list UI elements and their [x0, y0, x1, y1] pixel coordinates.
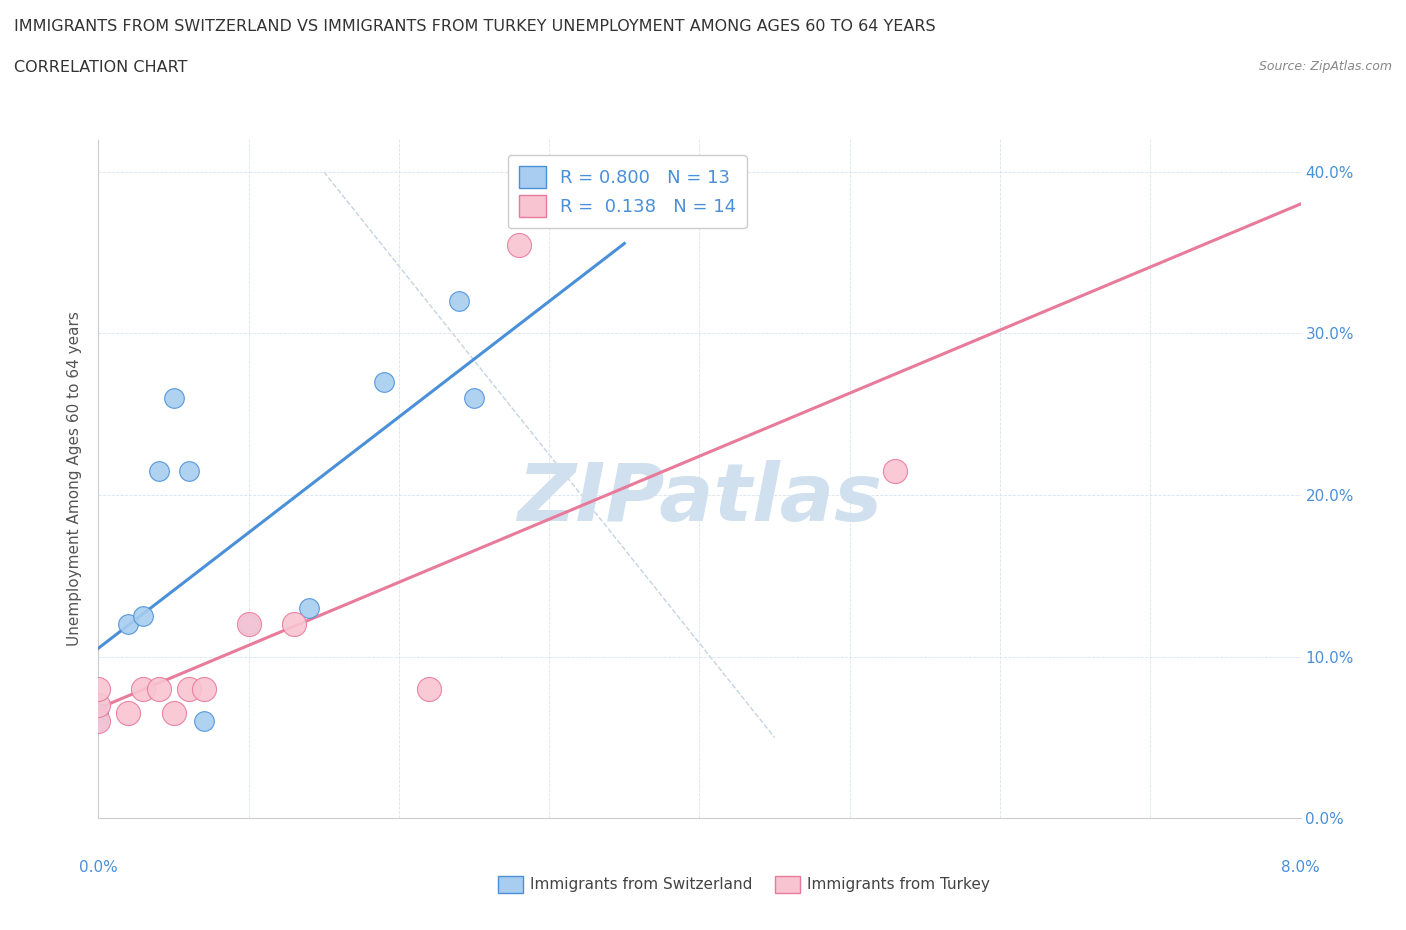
Y-axis label: Unemployment Among Ages 60 to 64 years: Unemployment Among Ages 60 to 64 years	[67, 312, 83, 646]
Legend: R = 0.800   N = 13, R =  0.138   N = 14: R = 0.800 N = 13, R = 0.138 N = 14	[508, 155, 747, 228]
Text: Source: ZipAtlas.com: Source: ZipAtlas.com	[1258, 60, 1392, 73]
Point	[463, 391, 485, 405]
Point	[132, 609, 155, 624]
Text: Immigrants from Switzerland: Immigrants from Switzerland	[530, 877, 752, 892]
Point	[238, 617, 260, 631]
Point	[132, 682, 155, 697]
Point	[162, 706, 184, 721]
Point	[238, 617, 260, 631]
Point	[373, 375, 395, 390]
Point	[447, 294, 470, 309]
Point	[508, 237, 530, 252]
Point	[177, 682, 200, 697]
Point	[193, 682, 215, 697]
Point	[193, 714, 215, 729]
Text: 8.0%: 8.0%	[1281, 860, 1320, 875]
Point	[117, 706, 139, 721]
Point	[177, 463, 200, 478]
Point	[117, 617, 139, 631]
Point	[148, 682, 170, 697]
Point	[162, 391, 184, 405]
Text: Immigrants from Turkey: Immigrants from Turkey	[807, 877, 990, 892]
Point	[418, 682, 440, 697]
Text: CORRELATION CHART: CORRELATION CHART	[14, 60, 187, 75]
Point	[87, 698, 110, 712]
Point	[87, 714, 110, 729]
Point	[87, 714, 110, 729]
Text: ZIPatlas: ZIPatlas	[517, 460, 882, 538]
Point	[148, 463, 170, 478]
Point	[283, 617, 305, 631]
Point	[298, 601, 321, 616]
Text: IMMIGRANTS FROM SWITZERLAND VS IMMIGRANTS FROM TURKEY UNEMPLOYMENT AMONG AGES 60: IMMIGRANTS FROM SWITZERLAND VS IMMIGRANT…	[14, 19, 935, 33]
Point	[883, 463, 905, 478]
Point	[87, 706, 110, 721]
Point	[87, 682, 110, 697]
Text: 0.0%: 0.0%	[79, 860, 118, 875]
